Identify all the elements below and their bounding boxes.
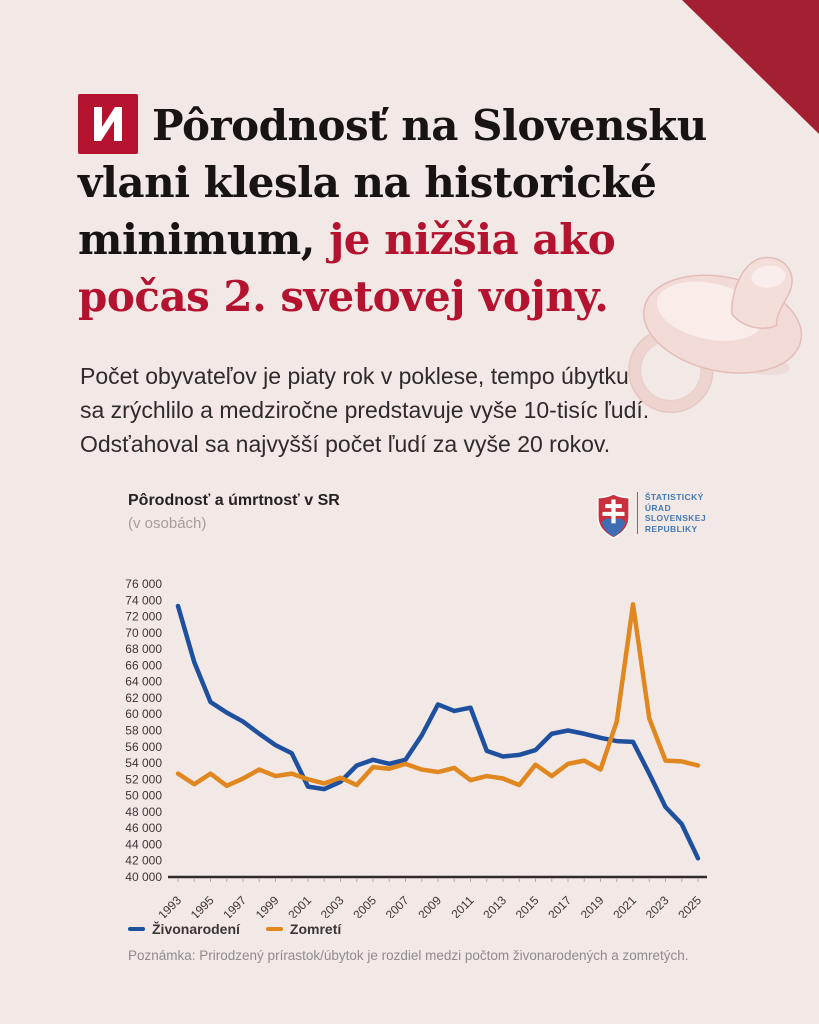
svg-text:66 000: 66 000	[125, 658, 162, 672]
svg-text:1993: 1993	[155, 893, 184, 918]
pacifier-icon	[628, 256, 803, 414]
svg-text:54 000: 54 000	[125, 756, 162, 770]
legend-label-deaths: Zomretí	[289, 921, 342, 937]
svg-text:2019: 2019	[578, 893, 607, 918]
svg-text:48 000: 48 000	[125, 805, 162, 819]
headline-black-3: minimum,	[78, 215, 315, 265]
chart-subtitle: (v osobách)	[128, 515, 207, 532]
svg-text:56 000: 56 000	[125, 740, 162, 754]
headline-black-1: Pôrodnosť na Slovensku	[152, 101, 707, 151]
slovak-coat-of-arms-icon	[597, 493, 630, 539]
svg-text:2021: 2021	[610, 893, 639, 918]
svg-text:2025: 2025	[675, 893, 704, 918]
legend-dash-births	[128, 927, 145, 931]
svg-text:2009: 2009	[415, 893, 444, 918]
svg-text:72 000: 72 000	[125, 610, 162, 624]
statistical-office-line: REPUBLIKY	[644, 523, 698, 534]
svg-text:44 000: 44 000	[125, 837, 162, 851]
statistical-office-logo: ŠTATISTICKÝ ÚRAD SLOVENSKEJ REPUBLIKY	[597, 492, 706, 540]
svg-text:68 000: 68 000	[125, 642, 162, 656]
dennik-n-logo-icon	[78, 94, 138, 155]
chart-title: Pôrodnosť a úmrtnosť v SR	[128, 492, 340, 509]
chart-legend: Živonarodení Zomretí	[128, 921, 341, 937]
legend-dash-deaths	[265, 927, 283, 931]
svg-text:2005: 2005	[350, 893, 379, 918]
svg-text:2023: 2023	[643, 893, 672, 918]
svg-text:52 000: 52 000	[125, 772, 162, 786]
statistical-office-name: ŠTATISTICKÝ ÚRAD SLOVENSKEJ REPUBLIKY	[636, 492, 706, 534]
dennik-n-logo	[78, 94, 138, 155]
svg-text:2017: 2017	[545, 893, 574, 918]
svg-text:40 000: 40 000	[125, 870, 162, 884]
svg-text:2003: 2003	[318, 893, 347, 918]
svg-text:42 000: 42 000	[125, 854, 162, 868]
svg-text:70 000: 70 000	[125, 626, 162, 640]
legend-label-births: Živonarodení	[152, 921, 240, 937]
svg-text:1995: 1995	[188, 893, 217, 918]
svg-text:46 000: 46 000	[125, 821, 162, 835]
statistical-office-line: SLOVENSKEJ	[644, 513, 706, 523]
svg-text:2013: 2013	[480, 893, 509, 918]
legend-item-zomreti: Zomretí	[265, 921, 342, 937]
headline-red-2: počas 2. svetovej vojny.	[78, 272, 609, 322]
svg-text:74 000: 74 000	[125, 593, 162, 607]
legend-item-zivonarodeni: Živonarodení	[128, 921, 240, 937]
headline-red-1: je nižšia ako	[329, 215, 616, 265]
svg-text:1997: 1997	[220, 893, 249, 918]
headline: Pôrodnosť na Slovensku vlani klesla na h…	[78, 94, 778, 325]
headline-black-2: vlani klesla na historické	[78, 158, 657, 208]
chart-header: Pôrodnosť a úmrtnosť v SR (v osobách) ŠT…	[128, 492, 706, 540]
svg-text:58 000: 58 000	[125, 724, 162, 738]
svg-text:2011: 2011	[448, 893, 476, 918]
svg-text:2001: 2001	[285, 893, 314, 918]
svg-text:1999: 1999	[253, 893, 282, 918]
svg-text:60 000: 60 000	[125, 707, 162, 721]
svg-text:76 000: 76 000	[125, 577, 162, 591]
svg-text:2007: 2007	[383, 893, 412, 918]
statistical-office-line: ÚRAD	[644, 502, 671, 513]
svg-text:50 000: 50 000	[125, 789, 162, 803]
chart-note: Poznámka: Prirodzený prírastok/úbytok je…	[128, 948, 689, 963]
svg-text:64 000: 64 000	[125, 675, 162, 689]
chart-title-block: Pôrodnosť a úmrtnosť v SR (v osobách)	[128, 492, 340, 532]
svg-text:2015: 2015	[513, 893, 542, 918]
intro-paragraph: Počet obyvateľov je piaty rok v poklese,…	[80, 363, 650, 457]
pacifier-illustration	[626, 212, 818, 435]
chart-canvas: 40 000 42 000 44 000 46 000 48 000 50 000 52 0…	[125, 577, 707, 918]
svg-text:62 000: 62 000	[125, 691, 162, 705]
statistical-office-line: ŠTATISTICKÝ	[644, 492, 704, 502]
